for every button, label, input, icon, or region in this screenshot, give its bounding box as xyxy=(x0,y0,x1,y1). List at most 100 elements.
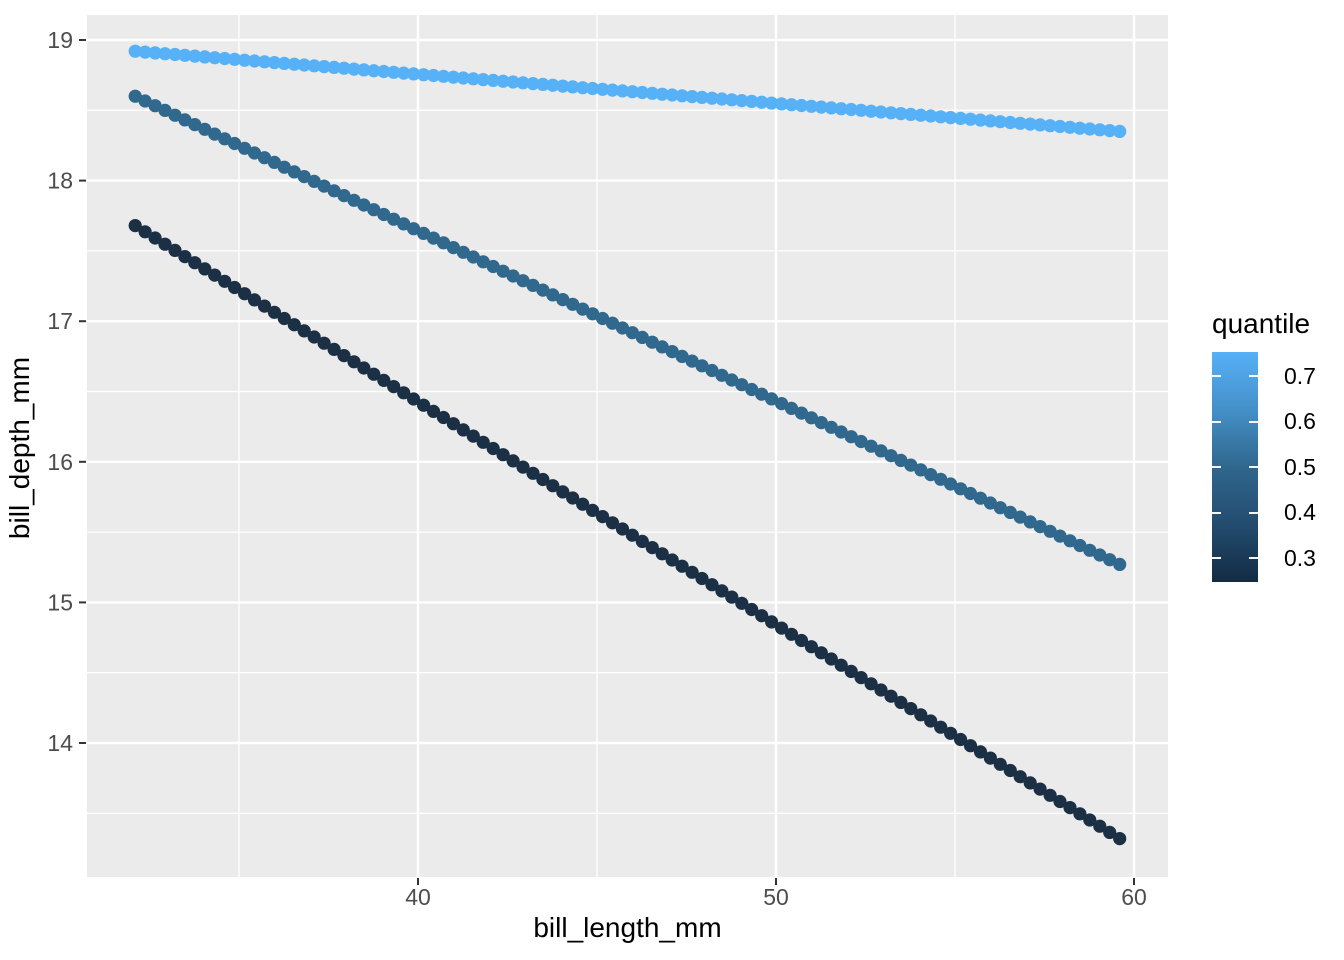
data-point xyxy=(1003,115,1017,130)
data-point xyxy=(596,509,610,524)
data-point xyxy=(486,73,500,87)
data-point xyxy=(417,226,431,240)
data-point xyxy=(904,702,918,716)
data-point xyxy=(277,160,291,174)
data-point xyxy=(476,73,490,87)
data-point xyxy=(844,102,858,117)
data-point xyxy=(1043,788,1057,802)
data-point xyxy=(715,92,729,106)
data-point xyxy=(516,274,530,288)
data-point xyxy=(188,49,202,63)
data-point xyxy=(138,225,152,239)
data-point xyxy=(1033,782,1047,796)
data-point xyxy=(844,664,858,679)
data-point xyxy=(397,386,411,400)
data-point xyxy=(446,241,460,255)
x-tick-label: 60 xyxy=(1121,884,1147,910)
data-point xyxy=(725,93,739,107)
data-point xyxy=(198,122,212,136)
data-point xyxy=(854,103,868,117)
data-point xyxy=(784,401,799,415)
data-point xyxy=(983,751,998,765)
data-point xyxy=(625,326,640,340)
y-axis-title: bill_depth_mm xyxy=(4,356,35,540)
data-point xyxy=(993,501,1007,515)
legend-title: quantile xyxy=(1212,308,1311,339)
data-point xyxy=(775,97,789,111)
data-point xyxy=(466,250,480,264)
data-point xyxy=(1113,557,1127,572)
data-point xyxy=(1053,794,1067,809)
data-point xyxy=(1013,770,1027,784)
data-point xyxy=(874,444,888,458)
data-point xyxy=(486,441,500,456)
data-point xyxy=(675,89,689,103)
data-point xyxy=(317,179,331,193)
data-point xyxy=(645,86,659,100)
data-point xyxy=(784,98,799,112)
data-point xyxy=(924,468,938,482)
data-point xyxy=(755,387,769,401)
y-tick-label: 19 xyxy=(47,27,73,53)
data-point xyxy=(963,486,978,501)
data-point xyxy=(655,340,669,354)
data-point xyxy=(894,453,908,467)
data-point xyxy=(397,66,411,80)
data-point xyxy=(347,193,361,207)
data-point xyxy=(1093,548,1107,562)
data-point xyxy=(844,430,858,444)
data-point xyxy=(1053,529,1067,543)
data-point xyxy=(247,146,262,160)
data-point xyxy=(208,127,222,141)
data-point xyxy=(576,302,590,316)
data-point xyxy=(536,472,550,487)
data-point xyxy=(1043,524,1057,538)
data-point xyxy=(566,491,580,505)
data-point xyxy=(218,132,232,146)
data-point xyxy=(824,420,838,434)
data-point xyxy=(645,541,659,555)
data-point xyxy=(1073,538,1087,553)
data-point xyxy=(446,70,460,84)
data-point xyxy=(238,53,252,67)
data-point xyxy=(1113,124,1127,138)
data-point xyxy=(198,50,212,64)
data-point xyxy=(178,250,192,264)
data-point xyxy=(735,596,749,610)
data-point xyxy=(506,454,520,468)
data-point xyxy=(675,349,689,363)
data-point xyxy=(775,621,789,635)
x-tick-label: 50 xyxy=(763,884,789,910)
data-point xyxy=(516,460,530,474)
data-point xyxy=(247,54,262,68)
x-axis-title: bill_length_mm xyxy=(533,912,722,943)
data-point xyxy=(954,732,968,747)
data-point xyxy=(725,373,739,387)
data-point xyxy=(148,99,162,113)
data-point xyxy=(924,714,938,728)
data-point xyxy=(307,330,321,344)
data-point xyxy=(1043,119,1057,133)
data-point xyxy=(128,219,142,233)
data-point xyxy=(854,434,868,449)
data-point xyxy=(297,170,311,184)
data-point xyxy=(138,45,152,59)
data-point xyxy=(337,189,351,203)
data-point xyxy=(257,151,272,165)
data-point xyxy=(605,516,620,530)
data-point xyxy=(267,305,281,319)
data-point xyxy=(1103,825,1117,840)
data-point xyxy=(297,324,311,338)
data-point xyxy=(755,609,769,623)
data-point xyxy=(814,646,828,660)
data-point xyxy=(1053,119,1067,134)
data-point xyxy=(1083,543,1097,557)
data-point xyxy=(1003,505,1017,519)
data-point xyxy=(1103,124,1117,138)
data-point xyxy=(158,237,172,251)
data-point xyxy=(615,321,630,335)
data-point xyxy=(973,491,988,505)
data-point xyxy=(387,212,401,226)
colorbar-tick-mark xyxy=(1212,511,1221,514)
data-point xyxy=(407,67,421,81)
